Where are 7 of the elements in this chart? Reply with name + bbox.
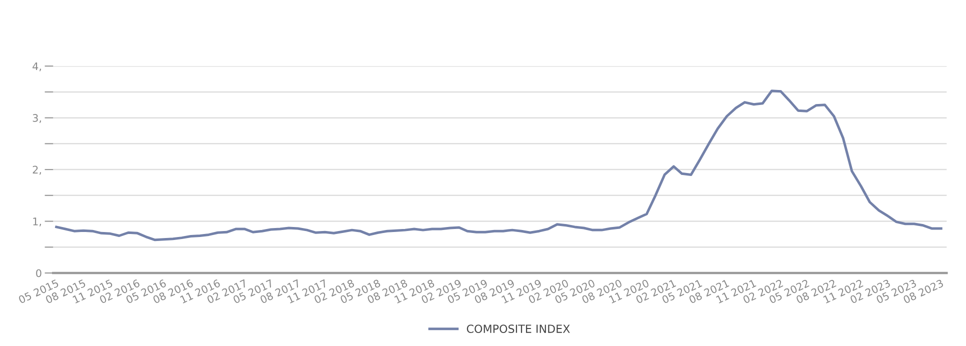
line-series — [55, 90, 942, 242]
y-tick-label: 0 — [36, 269, 42, 278]
y-tick-label: 4, — [32, 62, 41, 72]
y-tick-label: 3, — [32, 114, 41, 123]
legend-label: COMPOSITE INDEX — [466, 324, 570, 333]
y-tick-label: 2, — [32, 166, 41, 175]
y-tick-label: 1, — [33, 218, 41, 226]
